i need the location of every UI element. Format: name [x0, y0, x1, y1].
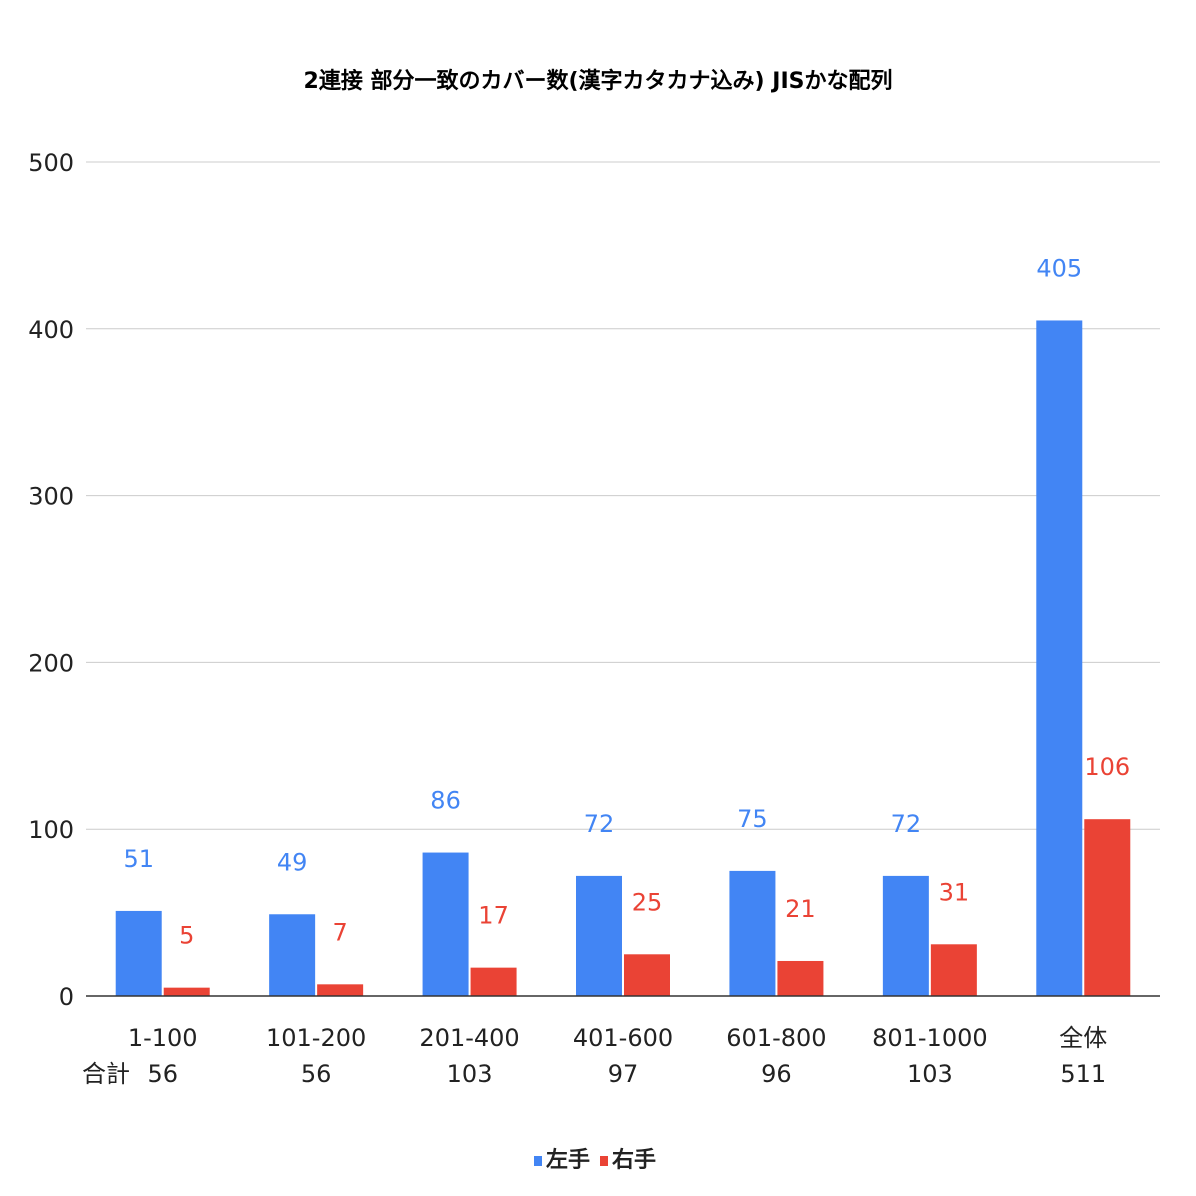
x-tick-label: 601-800	[726, 1024, 826, 1052]
chart-title: 2連接 部分一致のカバー数(漢字カタカナ込み) JISかな配列	[304, 68, 893, 94]
bar-left-hand	[882, 875, 929, 996]
bars	[115, 320, 1131, 997]
data-label: 31	[939, 878, 970, 906]
x-tick-label: 201-400	[419, 1024, 519, 1052]
bar-right-hand	[624, 954, 670, 996]
data-label: 72	[891, 810, 922, 838]
x-tick-label: 全体	[1059, 1024, 1107, 1052]
x-tick-label: 101-200	[266, 1024, 366, 1052]
gridlines	[86, 161, 1160, 830]
bar-left-hand	[422, 852, 469, 996]
x-tick-label: 1-100	[128, 1024, 198, 1052]
bar-right-hand	[470, 967, 517, 996]
data-labels: 51 5 49 7 86 17 72 25 75 21 72 31 405 106	[123, 254, 1130, 949]
data-label: 25	[632, 888, 663, 916]
bar-left-hand	[576, 875, 622, 996]
total-label: 511	[1060, 1060, 1106, 1088]
bar-left-hand	[729, 870, 776, 996]
data-label: 7	[333, 918, 348, 946]
total-label: 56	[301, 1060, 332, 1088]
data-label: 405	[1036, 254, 1082, 282]
y-tick-label: 0	[59, 983, 74, 1011]
y-tick-label: 400	[28, 316, 74, 344]
bar-left-hand	[115, 910, 162, 996]
y-tick-label: 500	[28, 149, 74, 177]
data-label: 21	[785, 895, 816, 923]
data-label: 106	[1084, 753, 1130, 781]
x-tick-label: 401-600	[573, 1024, 673, 1052]
legend-swatch	[534, 1156, 542, 1166]
total-label: 103	[447, 1060, 493, 1088]
x-tick-label: 801-1000	[872, 1024, 988, 1052]
total-label: 97	[608, 1060, 639, 1088]
totals-row-label: 合計	[82, 1060, 130, 1088]
data-label: 51	[123, 845, 154, 873]
total-label: 103	[907, 1060, 953, 1088]
y-axis: 0 100 200 300 400 500	[28, 149, 74, 1011]
legend-label: 左手	[546, 1147, 590, 1173]
bar-right-hand	[163, 987, 210, 996]
data-label: 5	[179, 922, 194, 950]
bar-left-hand	[1036, 320, 1083, 997]
bar-left-hand	[269, 914, 316, 996]
y-tick-label: 100	[28, 816, 74, 844]
bar-right-hand	[1084, 819, 1131, 996]
bar-right-hand	[930, 944, 977, 996]
data-label: 75	[737, 805, 768, 833]
x-axis: 1-100 56 101-200 56 201-400 103 401-600 97 601-8…	[82, 995, 1160, 1088]
data-label: 72	[584, 810, 615, 838]
legend: 左手 右手	[534, 1147, 656, 1173]
bar-right-hand	[777, 960, 824, 996]
data-label: 86	[430, 787, 461, 815]
y-tick-label: 200	[28, 649, 74, 677]
total-label: 56	[147, 1060, 178, 1088]
data-label: 49	[277, 848, 308, 876]
legend-swatch	[600, 1156, 608, 1166]
legend-label: 右手	[612, 1148, 656, 1173]
total-label: 96	[761, 1060, 792, 1088]
bar-right-hand	[317, 984, 364, 996]
y-tick-label: 300	[28, 483, 74, 511]
data-label: 17	[478, 902, 509, 930]
